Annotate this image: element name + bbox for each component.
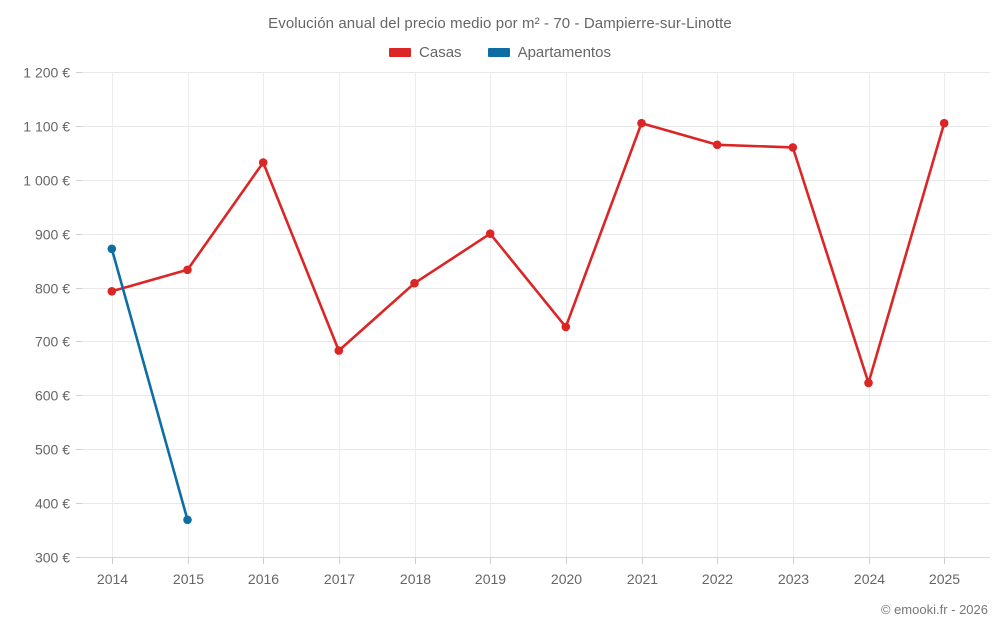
- data-point-casas[interactable]: [258, 158, 268, 167]
- y-axis-label: 900 €: [35, 227, 70, 243]
- data-point-casas[interactable]: [864, 378, 873, 388]
- y-axis-label: 500 €: [35, 442, 70, 458]
- gridlines: [82, 72, 990, 558]
- y-axis-label: 1 000 €: [23, 173, 70, 189]
- data-point-casas[interactable]: [334, 346, 344, 355]
- x-axis-label: 2024: [854, 571, 885, 587]
- x-axis-label: 2016: [248, 571, 279, 587]
- x-axis-label: 2020: [551, 571, 582, 587]
- data-point-casas[interactable]: [712, 140, 722, 150]
- y-axis-label: 600 €: [35, 388, 70, 404]
- y-axis-label: 300 €: [35, 550, 70, 566]
- data-series: [107, 118, 949, 525]
- y-axis-label: 700 €: [35, 334, 70, 350]
- legend-label-apartamentos: Apartamentos: [517, 44, 611, 61]
- y-axis-ticks: 300 € 400 € 500 € 600 € 700 € 800 € 900 € 1 000…: [23, 65, 82, 566]
- legend-swatch-apartamentos: [487, 48, 510, 57]
- legend-label-casas: Casas: [419, 44, 462, 61]
- chart-title: Evolución anual del precio medio por m² …: [268, 15, 732, 32]
- y-axis-label: 1 100 €: [23, 119, 70, 135]
- data-point-casas[interactable]: [410, 278, 419, 288]
- x-axis-label: 2017: [324, 571, 355, 587]
- data-point-casas[interactable]: [939, 118, 949, 128]
- data-point-apartamentos[interactable]: [183, 515, 192, 525]
- data-point-casas[interactable]: [183, 265, 192, 275]
- x-axis-label: 2014: [97, 571, 128, 587]
- x-axis-label: 2021: [627, 571, 658, 587]
- chart-legend: Casas Apartamentos: [0, 44, 1000, 61]
- x-axis-label: 2019: [475, 571, 506, 587]
- data-point-casas[interactable]: [637, 118, 646, 128]
- y-axis-label: 800 €: [35, 281, 70, 297]
- copyright-credit: © emooki.fr - 2026: [880, 602, 988, 617]
- legend-item-casas[interactable]: Casas: [389, 44, 462, 61]
- data-point-casas[interactable]: [107, 287, 117, 296]
- data-point-casas[interactable]: [788, 143, 798, 152]
- series-line-apartamentos: [110, 247, 189, 522]
- x-axis-label: 2015: [173, 571, 204, 587]
- x-axis-ticks: 2014 2015 2016 2017 2018 2019 2020 2021 2022 2023…: [97, 557, 960, 587]
- data-point-casas[interactable]: [485, 229, 495, 238]
- x-axis-label: 2022: [702, 571, 733, 587]
- legend-swatch-casas: [389, 48, 412, 57]
- x-axis-label: 2023: [778, 571, 809, 587]
- x-axis-label: 2018: [400, 571, 431, 587]
- data-point-apartamentos[interactable]: [107, 244, 117, 254]
- series-line-casas: [110, 121, 946, 385]
- legend-item-apartamentos[interactable]: Apartamentos: [487, 44, 611, 61]
- y-axis-label: 1 200 €: [23, 65, 70, 81]
- data-point-casas[interactable]: [561, 322, 571, 332]
- x-axis-label: 2025: [929, 571, 960, 587]
- y-axis-label: 400 €: [35, 496, 70, 512]
